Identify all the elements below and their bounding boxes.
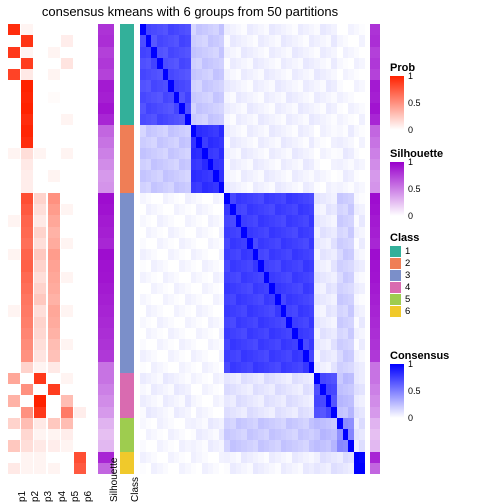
plot-area bbox=[8, 24, 380, 474]
anno-col-p5 bbox=[61, 24, 73, 474]
legend-tick: 1 bbox=[408, 359, 413, 369]
legend-ramp bbox=[390, 364, 404, 418]
legend-tick: 1 bbox=[408, 157, 413, 167]
legend-ticks: 00.51 bbox=[404, 162, 434, 216]
legend-class-label: 4 bbox=[405, 282, 410, 293]
legend-class-item: 2 bbox=[390, 258, 500, 269]
legend-class-label: 2 bbox=[405, 258, 410, 269]
legend-ticks: 00.51 bbox=[404, 364, 434, 418]
legend-swatch bbox=[390, 294, 401, 305]
legend-tick: 0 bbox=[408, 211, 413, 221]
legend-tick: 0 bbox=[408, 413, 413, 423]
xlabel-p5: p5 bbox=[70, 491, 81, 502]
legend-swatch bbox=[390, 246, 401, 257]
anno-col-p3 bbox=[34, 24, 46, 474]
anno-col-p4 bbox=[48, 24, 60, 474]
legend-swatch bbox=[390, 306, 401, 317]
legend-swatch bbox=[390, 282, 401, 293]
anno-col-silhouette bbox=[98, 24, 114, 474]
legend-class-item: 6 bbox=[390, 306, 500, 317]
legend-class-item: 3 bbox=[390, 270, 500, 281]
legend-tick: 0.5 bbox=[408, 184, 421, 194]
anno-col-class bbox=[120, 24, 134, 474]
xlabel-p3: p3 bbox=[43, 491, 54, 502]
xlabel-p2: p2 bbox=[30, 491, 41, 502]
xlabel-p4: p4 bbox=[57, 491, 68, 502]
legend-swatch bbox=[390, 270, 401, 281]
xlabel-p6: p6 bbox=[83, 491, 94, 502]
legend-ramp bbox=[390, 76, 404, 130]
legend-title: Prob bbox=[390, 62, 500, 74]
anno-col-p2 bbox=[21, 24, 33, 474]
row-anno-silhouette bbox=[370, 24, 380, 474]
legend-tick: 0.5 bbox=[408, 386, 421, 396]
legend-class-label: 3 bbox=[405, 270, 410, 281]
anno-col-p1 bbox=[8, 24, 20, 474]
legend-class-items: 123456 bbox=[390, 246, 500, 317]
xlabel-silhouette: Silhouette bbox=[109, 458, 120, 502]
xlabel-class: Class bbox=[130, 477, 141, 502]
legend-class-label: 6 bbox=[405, 306, 410, 317]
consensus-heatmap bbox=[140, 24, 365, 474]
legend-consensus: Consensus 00.51 bbox=[390, 350, 500, 418]
plot-title: consensus kmeans with 6 groups from 50 p… bbox=[0, 4, 380, 19]
legend-title: Class bbox=[390, 232, 500, 244]
legend-tick: 1 bbox=[408, 71, 413, 81]
legend-class-item: 1 bbox=[390, 246, 500, 257]
legend-swatch bbox=[390, 258, 401, 269]
legend-prob: Prob 00.51 bbox=[390, 62, 500, 130]
legend-class: Class 123456 bbox=[390, 232, 500, 317]
legend-ticks: 00.51 bbox=[404, 76, 434, 130]
legend-class-item: 5 bbox=[390, 294, 500, 305]
anno-col-p6 bbox=[74, 24, 86, 474]
legend-silhouette: Silhouette 00.51 bbox=[390, 148, 500, 216]
legend-class-item: 4 bbox=[390, 282, 500, 293]
legend-class-label: 5 bbox=[405, 294, 410, 305]
legend-tick: 0.5 bbox=[408, 98, 421, 108]
legend-title: Consensus bbox=[390, 350, 500, 362]
legend-tick: 0 bbox=[408, 125, 413, 135]
xlabel-p1: p1 bbox=[17, 491, 28, 502]
legend-title: Silhouette bbox=[390, 148, 500, 160]
legend-ramp bbox=[390, 162, 404, 216]
legend-class-label: 1 bbox=[405, 246, 410, 257]
